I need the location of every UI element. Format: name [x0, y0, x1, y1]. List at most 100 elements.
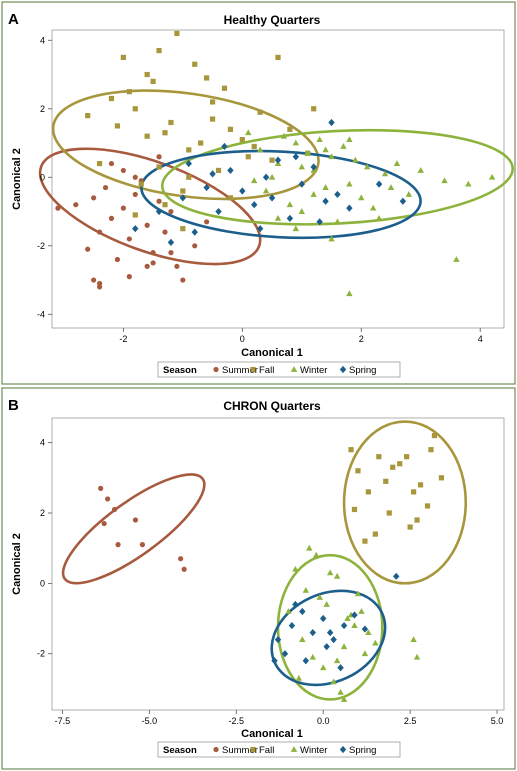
point-fall — [227, 195, 234, 201]
point-fall — [407, 524, 413, 530]
point-fall — [162, 202, 168, 208]
point-spring — [346, 204, 353, 212]
point-winter — [393, 160, 401, 166]
point-winter — [340, 643, 348, 650]
point-winter — [387, 184, 395, 190]
x-tick-label: -2.5 — [229, 716, 245, 726]
point-winter — [441, 177, 448, 184]
point-summer — [168, 208, 174, 215]
point-fall — [365, 489, 371, 495]
point-spring — [191, 228, 198, 236]
point-fall — [215, 167, 222, 174]
point-fall — [355, 468, 361, 474]
point-spring — [227, 166, 234, 175]
point-spring — [299, 607, 306, 616]
point-summer — [114, 256, 121, 263]
point-summer — [162, 229, 168, 235]
point-summer — [55, 205, 61, 211]
point-winter — [346, 136, 353, 143]
point-spring — [262, 173, 270, 181]
y-tick-label: 0 — [40, 578, 45, 588]
legend-label-winter: Winter — [300, 365, 327, 376]
ellipse-fall — [51, 89, 320, 201]
point-summer — [73, 202, 79, 208]
point-summer — [98, 485, 104, 491]
point-fall — [397, 461, 403, 467]
point-winter — [274, 214, 282, 221]
point-winter — [465, 180, 472, 187]
point-spring — [185, 159, 192, 168]
panel-a-x-axis-label: Canonical 1 — [241, 347, 303, 359]
point-summer — [96, 229, 103, 235]
point-spring — [132, 225, 139, 233]
y-tick-label: -2 — [37, 649, 45, 659]
point-fall — [108, 95, 115, 102]
point-winter — [413, 653, 421, 660]
point-fall — [138, 181, 144, 187]
point-summer — [105, 496, 111, 502]
point-spring — [155, 207, 163, 216]
legend-label-spring: Spring — [349, 365, 376, 376]
panel-b-y-axis: -2 0 2 4 — [37, 438, 52, 659]
point-fall — [221, 85, 228, 91]
point-fall — [144, 71, 150, 78]
legend-label-fall: Fall — [259, 745, 274, 756]
point-spring — [310, 163, 317, 171]
point-winter — [340, 696, 348, 702]
point-winter — [410, 636, 417, 643]
point-fall — [257, 109, 263, 115]
point-summer — [126, 236, 132, 242]
point-spring — [256, 225, 264, 233]
point-fall — [204, 75, 210, 81]
point-winter — [340, 143, 347, 149]
point-spring — [322, 197, 329, 205]
point-winter — [326, 569, 334, 576]
x-tick-label: 2 — [359, 334, 364, 344]
legend-label-spring: Spring — [349, 745, 376, 756]
point-summer — [192, 243, 198, 249]
point-summer — [101, 520, 107, 527]
point-fall — [424, 503, 431, 509]
point-fall — [156, 47, 162, 54]
point-winter — [361, 650, 369, 657]
point-fall — [239, 137, 245, 143]
point-fall — [251, 143, 257, 150]
point-winter — [299, 636, 306, 643]
point-winter — [405, 191, 413, 197]
point-spring — [292, 600, 299, 609]
point-fall — [269, 157, 275, 163]
point-fall — [372, 531, 378, 537]
point-spring — [399, 197, 407, 205]
point-spring — [215, 207, 222, 216]
legend-marker-summer — [213, 366, 219, 373]
point-winter — [302, 586, 310, 593]
point-spring — [298, 180, 305, 188]
point-winter — [322, 184, 329, 190]
x-tick-label: 0.0 — [317, 716, 330, 726]
legend-marker-spring — [339, 745, 347, 754]
legend-label-summer: Summer — [222, 365, 258, 376]
point-summer — [180, 277, 186, 283]
legend-marker-fall — [250, 366, 256, 373]
ellipse-summer — [61, 473, 206, 585]
point-summer — [111, 506, 118, 513]
point-fall — [414, 517, 420, 523]
legend-marker-fall — [250, 746, 256, 753]
point-fall — [174, 30, 180, 37]
point-fall — [186, 147, 192, 153]
y-tick-label: 4 — [40, 35, 45, 45]
panel-a-ellipses — [38, 89, 514, 266]
point-fall — [126, 89, 132, 95]
point-winter — [323, 601, 330, 607]
panel-b-title: CHRON Quarters — [223, 399, 321, 413]
point-spring — [203, 183, 210, 192]
point-spring — [316, 218, 323, 226]
point-spring — [288, 621, 296, 630]
point-winter — [245, 129, 252, 136]
point-fall — [144, 133, 150, 139]
point-spring — [375, 180, 383, 188]
point-winter — [328, 153, 335, 160]
point-spring — [179, 194, 187, 202]
x-tick-label: -2 — [119, 334, 127, 344]
point-winter — [358, 194, 365, 201]
